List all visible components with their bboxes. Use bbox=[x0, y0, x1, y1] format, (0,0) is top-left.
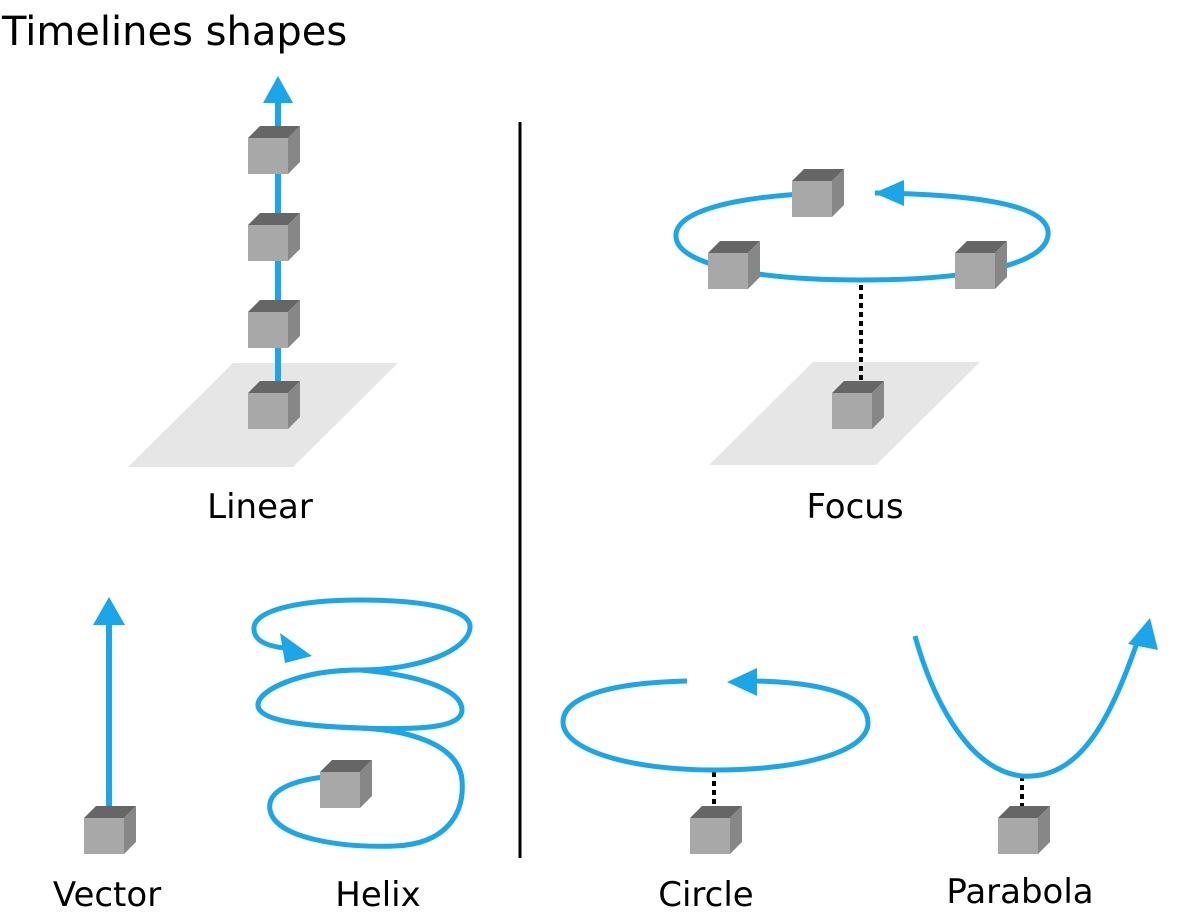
helix-front-loop bbox=[359, 667, 465, 732]
focus-diagram bbox=[673, 169, 1051, 465]
label-circle: Circle bbox=[658, 875, 754, 915]
linear-diagram bbox=[128, 76, 398, 467]
timeline-arrowhead bbox=[93, 597, 125, 625]
cube bbox=[998, 806, 1050, 854]
helix-diagram bbox=[251, 597, 473, 849]
cube bbox=[955, 241, 1007, 289]
cube bbox=[792, 169, 844, 217]
cube bbox=[248, 213, 300, 261]
circle-orbit bbox=[560, 678, 871, 773]
parabola-arrowhead bbox=[1128, 618, 1158, 650]
cube bbox=[320, 760, 372, 808]
cube bbox=[248, 300, 300, 348]
helix-arrowhead bbox=[280, 633, 312, 663]
page-title: Timelines shapes bbox=[2, 9, 348, 55]
label-vector: Vector bbox=[52, 875, 162, 915]
vector-diagram bbox=[84, 597, 136, 854]
cube bbox=[708, 241, 760, 289]
cube bbox=[84, 806, 136, 854]
parabola-diagram bbox=[912, 618, 1158, 854]
cube bbox=[832, 381, 884, 429]
cube bbox=[690, 806, 742, 854]
orbit-arrowhead bbox=[874, 180, 904, 206]
helix-back-loop bbox=[255, 667, 361, 706]
label-focus: Focus bbox=[806, 487, 904, 527]
cube bbox=[248, 126, 300, 174]
cube bbox=[248, 381, 300, 429]
orbit-ellipse bbox=[673, 190, 1051, 283]
label-linear: Linear bbox=[207, 487, 313, 527]
timeline-arrowhead bbox=[263, 76, 293, 103]
parabola-curve bbox=[912, 635, 1141, 779]
circle-arrowhead bbox=[727, 668, 757, 696]
label-helix: Helix bbox=[335, 875, 421, 915]
circle-diagram bbox=[560, 668, 871, 854]
label-parabola: Parabola bbox=[946, 872, 1094, 912]
